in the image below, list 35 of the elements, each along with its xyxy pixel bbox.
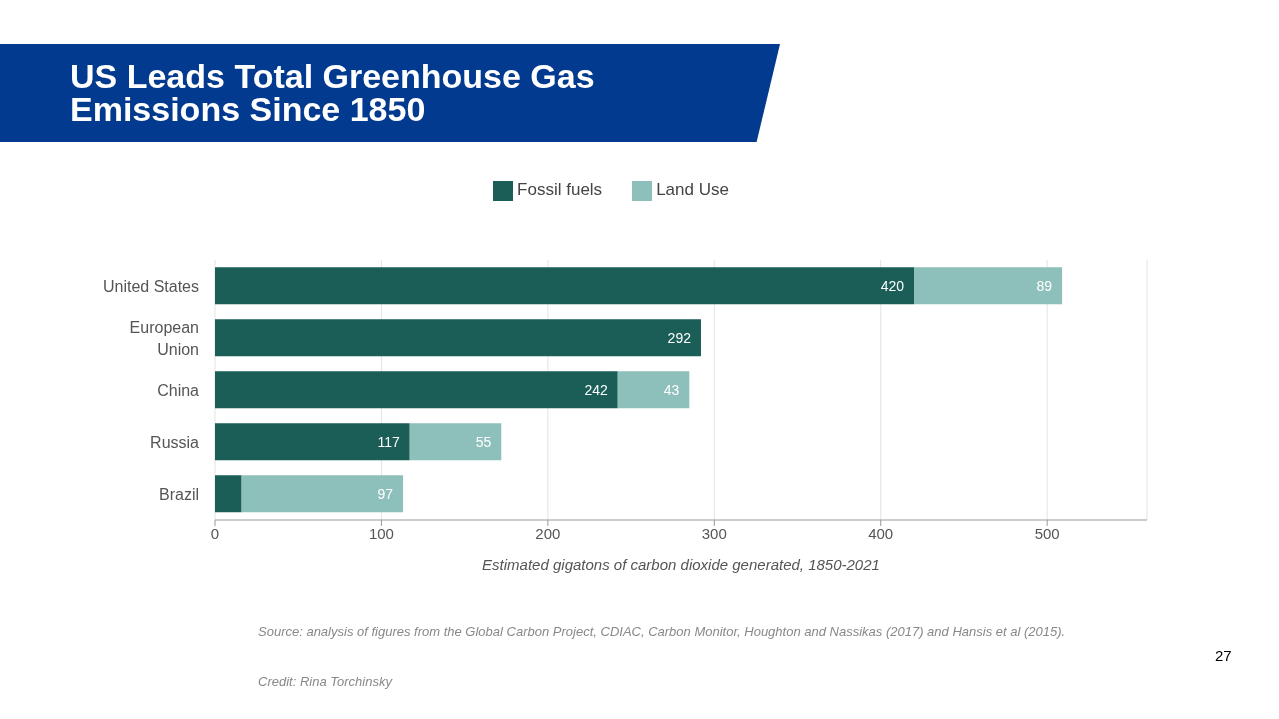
x-tick-label: 400 [868, 524, 894, 542]
data-label: 97 [377, 485, 394, 502]
bar [215, 423, 410, 461]
x-tick-label: 0 [210, 524, 220, 542]
chart-title: US Leads Total Greenhouse Gas Emissions Since 1850 [70, 57, 596, 128]
y-tick-label: China [157, 381, 200, 399]
data-label: 89 [1036, 277, 1053, 294]
bar [241, 475, 404, 513]
bar [215, 371, 618, 409]
text: 27 [1215, 647, 1232, 664]
data-label: 43 [663, 381, 680, 398]
legend-label: Fossil fuels [517, 180, 603, 199]
x-axis-title: Estimated gigatons of carbon dioxide generated, 1850-2021 [482, 556, 880, 573]
bar [914, 267, 1063, 305]
data-label: 117 [377, 433, 400, 450]
bar [409, 423, 502, 461]
x-tick-label: 100 [368, 524, 394, 542]
data-label: 242 [584, 381, 608, 398]
bar [215, 319, 701, 357]
data-label: 420 [880, 277, 905, 294]
x-tick-label: 500 [1034, 524, 1060, 542]
bar [215, 267, 914, 305]
y-tick-label: Brazil [158, 485, 199, 503]
legend-label: Land Use [656, 180, 729, 199]
text: Credit: Rina Torchinsky [258, 673, 394, 691]
y-tick-label: Russia [150, 433, 200, 451]
y-tick-label: United States [102, 277, 199, 295]
data-label: 292 [667, 329, 692, 346]
x-tick-label: 200 [535, 524, 561, 542]
bar [215, 475, 242, 513]
bar [617, 371, 690, 409]
x-tick-label: 300 [701, 524, 727, 542]
y-tick-label: European Union [129, 318, 199, 358]
data-label: 55 [475, 433, 492, 450]
source-note: Source: analysis of figures from the Global Carbon Project, CDIAC, Carbon Monitor, Houghton and Nassikas (2017) and Hansis et al (2015). [258, 623, 1067, 641]
